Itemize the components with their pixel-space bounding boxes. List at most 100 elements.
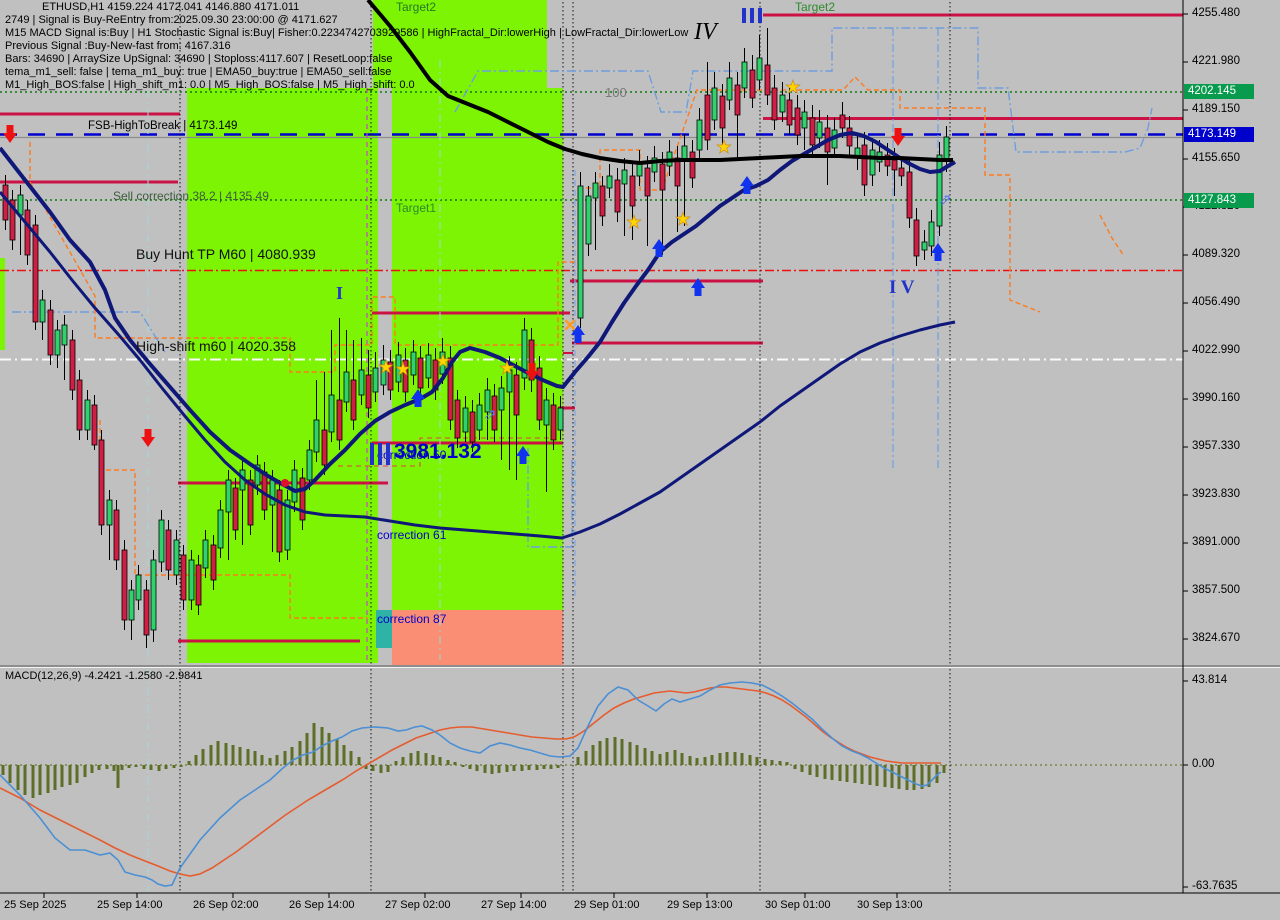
candle-body xyxy=(76,379,83,431)
candle-body xyxy=(659,163,666,191)
candle-body xyxy=(779,94,786,113)
time-axis-label: 26 Sep 02:00 xyxy=(193,899,259,911)
candle-body xyxy=(247,479,254,526)
candle-body xyxy=(771,87,778,121)
candle-body xyxy=(861,144,868,186)
target2-right-label: Target2 xyxy=(795,0,836,14)
macd-main-line xyxy=(0,681,942,887)
candle-body xyxy=(794,107,801,136)
time-axis-label: 30 Sep 01:00 xyxy=(765,899,831,911)
sell-arrow-icon xyxy=(141,429,155,447)
candle-body xyxy=(614,179,621,213)
sell-correction-label: Sell correction 38.2 | 4135.49 xyxy=(113,189,269,203)
candle-body xyxy=(592,182,599,199)
candle-body xyxy=(387,361,394,391)
macd-axis-label: -63.7635 xyxy=(1192,880,1238,892)
candle-body xyxy=(69,339,76,391)
correction-87-label: correction 87 xyxy=(377,612,447,626)
candle-body xyxy=(651,157,658,173)
candle-body xyxy=(506,369,513,393)
candle-body xyxy=(254,464,261,486)
signal-line-6: M1_High_BOS:false | High_shift_m1: 0.0 |… xyxy=(5,79,415,91)
sell-arrow-icon xyxy=(891,128,905,146)
candle-body xyxy=(846,127,853,147)
candle-body xyxy=(358,369,365,396)
price-axis-label: 4155.650 xyxy=(1192,152,1240,164)
price-axis-label: 3824.670 xyxy=(1192,632,1240,644)
buy-hunt-tp-label: Buy Hunt TP M60 | 4080.939 xyxy=(136,246,316,262)
candle-body xyxy=(395,354,402,383)
candle-body xyxy=(61,324,68,346)
candle-body xyxy=(936,154,943,227)
candle-body xyxy=(513,374,520,416)
candle-body xyxy=(711,87,718,121)
candle-body xyxy=(54,329,61,356)
star-icon: ★ xyxy=(716,137,732,157)
roman-bar-icon xyxy=(370,442,374,465)
buy-arrow-icon xyxy=(691,278,705,296)
price-axis-label: 3923.830 xyxy=(1192,488,1240,500)
candle-body xyxy=(47,309,54,356)
candle-body xyxy=(816,121,823,139)
highlight-zone xyxy=(0,258,5,350)
candle-body xyxy=(9,199,16,241)
chart-title-ohlc: ETHUSD,H1 4159.224 4172.041 4146.880 417… xyxy=(42,1,300,13)
ne-arrow-icon: ⇗ xyxy=(938,192,951,209)
correction-61-label: correction 61 xyxy=(377,528,447,542)
roman-bar-icon xyxy=(386,442,390,465)
time-axis-label: 30 Sep 13:00 xyxy=(857,899,923,911)
candle-body xyxy=(719,95,726,129)
candle-body xyxy=(284,499,291,551)
candle-body xyxy=(498,387,505,411)
candle-body xyxy=(439,351,446,375)
star-icon: ★ xyxy=(675,209,691,229)
big-price-label: 3981.132 xyxy=(394,440,482,463)
candle-body xyxy=(113,509,120,561)
price-axis-label: 4221.980 xyxy=(1192,55,1240,67)
candle-body xyxy=(913,219,920,257)
candle-body xyxy=(106,499,113,526)
candle-body xyxy=(91,404,98,446)
candle-body xyxy=(898,167,905,177)
candle-body xyxy=(39,299,46,323)
candle-body xyxy=(328,394,335,433)
candle-body xyxy=(17,194,24,216)
candle-body xyxy=(491,395,498,431)
candle-body xyxy=(469,411,476,443)
candle-body xyxy=(809,117,816,146)
time-axis-label: 27 Sep 02:00 xyxy=(385,899,451,911)
signal-line-3: Previous Signal :Buy-New-fast from: 4167… xyxy=(5,40,231,52)
candle-body xyxy=(276,489,283,553)
macd-signal-line xyxy=(0,686,941,877)
price-axis-label: 3857.500 xyxy=(1192,584,1240,596)
candle-body xyxy=(869,149,876,176)
candle-body xyxy=(121,549,128,621)
target1-label: Target1 xyxy=(396,201,437,215)
candle-body xyxy=(313,419,320,453)
candle-body xyxy=(165,529,172,571)
channel-path xyxy=(1099,214,1125,257)
candle-body xyxy=(202,539,209,569)
candle-body xyxy=(158,519,165,563)
candle-body xyxy=(704,94,711,141)
star-icon: ★ xyxy=(499,358,515,378)
candle-body xyxy=(557,407,564,431)
ma-black-line xyxy=(366,0,953,165)
candle-body xyxy=(536,367,543,421)
candle-body xyxy=(32,224,39,323)
buy-arrow-icon xyxy=(571,325,585,343)
buy-arrow-icon xyxy=(740,176,754,194)
candle-body xyxy=(689,151,696,179)
star-icon: ★ xyxy=(626,212,642,232)
candle-body xyxy=(726,77,733,101)
candle-body xyxy=(521,329,528,379)
candle-body xyxy=(350,379,357,421)
candle-body xyxy=(801,111,808,129)
candle-body xyxy=(786,99,793,126)
price-axis-label: 4089.320 xyxy=(1192,248,1240,260)
candle-body xyxy=(402,359,409,393)
candle-body xyxy=(173,539,180,576)
macd-axis-label: 43.814 xyxy=(1192,674,1228,686)
candle-body xyxy=(410,351,417,376)
